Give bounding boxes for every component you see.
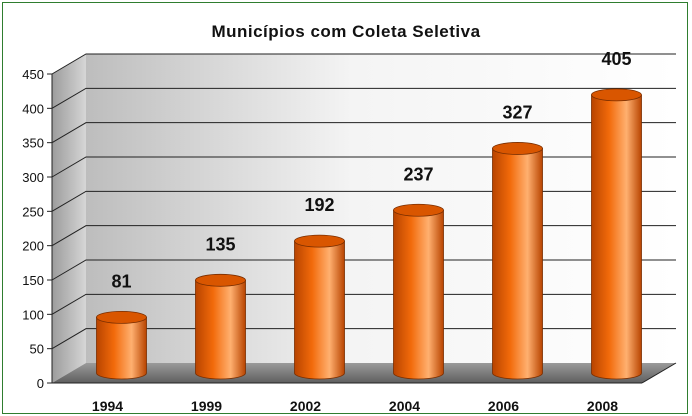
bar-body	[591, 94, 642, 380]
y-axis: 0 50 100 150 200 250 300 350 400 450	[22, 67, 677, 391]
y-tick-label: 250	[22, 204, 44, 219]
bar-2004	[393, 203, 444, 380]
gridline	[51, 328, 676, 350]
y-tick-label: 400	[22, 101, 44, 116]
y-tick-label: 0	[37, 376, 44, 391]
x-tick-label: 2006	[488, 398, 519, 414]
y-tick-label: 350	[22, 136, 44, 151]
gridline	[51, 122, 676, 144]
bar-top	[492, 142, 543, 155]
x-tick-label: 1999	[191, 398, 222, 414]
side-wall	[52, 54, 86, 383]
bar-top	[96, 310, 147, 324]
x-tick-label: 2008	[587, 398, 618, 414]
data-label: 135	[205, 234, 235, 254]
y-tick-label: 150	[22, 273, 44, 288]
bar-top	[195, 273, 246, 287]
bar-1999	[195, 273, 246, 380]
gridline	[51, 53, 676, 75]
data-label: 405	[601, 49, 631, 69]
data-label: 192	[304, 195, 334, 215]
bar-2008	[591, 88, 642, 380]
data-label: 237	[403, 164, 433, 184]
gridline	[51, 156, 676, 178]
bar-2006	[492, 142, 543, 380]
bar-top	[294, 234, 345, 248]
y-tick-label: 50	[30, 342, 44, 357]
gridline	[51, 225, 676, 247]
gridline	[51, 293, 676, 315]
bar-1994	[96, 310, 147, 380]
bar-body	[96, 316, 147, 380]
bars	[96, 88, 642, 380]
x-tick-label: 1994	[92, 398, 123, 414]
gridline	[51, 190, 676, 212]
bar-body	[393, 209, 444, 380]
x-tick-label: 2002	[290, 398, 321, 414]
y-tick-label: 300	[22, 170, 44, 185]
data-label: 327	[502, 102, 532, 122]
labels: 81 1994 135 1999 192 2002 237 2004 327 2006 405 200…	[92, 49, 632, 414]
bar-body	[294, 240, 345, 380]
gridlines	[51, 53, 676, 350]
y-tick-label: 450	[22, 67, 44, 82]
bar-top	[393, 203, 444, 217]
gridline	[51, 259, 676, 281]
y-tick-label: 100	[22, 307, 44, 322]
back-wall	[86, 54, 676, 363]
bar-body	[492, 148, 543, 380]
bar-top	[591, 88, 642, 102]
data-label: 81	[111, 271, 131, 291]
gridline	[51, 87, 676, 109]
y-tick-label: 200	[22, 239, 44, 254]
chart-title: Municípios com Coleta Seletiva	[211, 22, 481, 41]
bar-2002	[294, 234, 345, 380]
floor-edge	[641, 362, 677, 384]
x-tick-label: 2004	[389, 398, 420, 414]
bar-body	[195, 279, 246, 380]
